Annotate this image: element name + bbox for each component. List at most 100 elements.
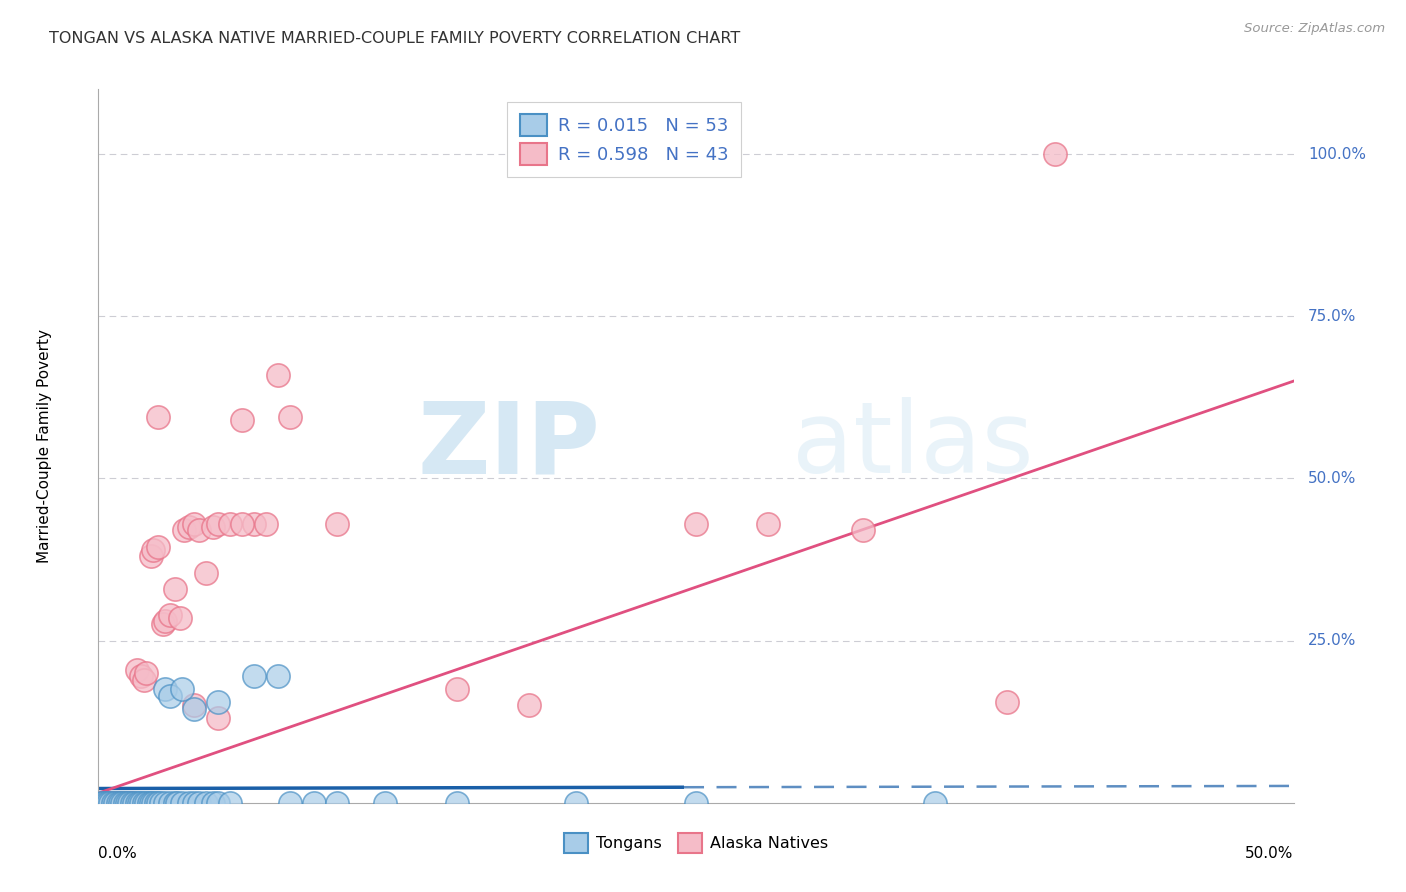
Text: Source: ZipAtlas.com: Source: ZipAtlas.com [1244, 22, 1385, 36]
Point [166, 796, 188, 810]
Point [995, 695, 1018, 709]
Point [278, 409, 301, 424]
Point [374, 796, 396, 810]
Text: TONGAN VS ALASKA NATIVE MARRIED-COUPLE FAMILY POVERTY CORRELATION CHART: TONGAN VS ALASKA NATIVE MARRIED-COUPLE F… [49, 31, 741, 46]
Point [179, 520, 201, 534]
Text: 0.0%: 0.0% [98, 846, 138, 861]
Point [98, 796, 122, 810]
Point [446, 682, 468, 697]
Text: 100.0%: 100.0% [1308, 146, 1365, 161]
Point [111, 796, 134, 810]
Point [94, 796, 117, 810]
Point [195, 566, 218, 580]
Point [131, 796, 153, 810]
Point [139, 549, 162, 564]
Point [169, 611, 191, 625]
Point [187, 524, 209, 538]
Point [195, 796, 218, 810]
Point [142, 796, 165, 810]
Point [852, 524, 875, 538]
Point [155, 614, 177, 628]
Point [565, 796, 588, 810]
Point [115, 796, 138, 810]
Point [302, 796, 325, 810]
Point [183, 796, 205, 810]
Point [121, 796, 143, 810]
Point [163, 582, 186, 596]
Point [108, 796, 131, 810]
Point [163, 796, 186, 810]
Point [135, 666, 157, 681]
Point [202, 520, 225, 534]
Point [124, 796, 146, 810]
Point [108, 796, 131, 810]
Point [173, 524, 195, 538]
Point [172, 796, 194, 810]
Point [267, 368, 290, 382]
Point [131, 669, 153, 683]
Point [104, 796, 127, 810]
Text: Married-Couple Family Poverty: Married-Couple Family Poverty [37, 329, 52, 563]
Point [207, 796, 229, 810]
Point [104, 796, 127, 810]
Point [159, 607, 181, 622]
Point [94, 796, 117, 810]
Text: atlas: atlas [792, 398, 1033, 494]
Point [115, 796, 138, 810]
Point [202, 796, 225, 810]
Point [207, 711, 229, 725]
Point [148, 540, 170, 554]
Point [128, 796, 150, 810]
Point [132, 673, 155, 687]
Point [172, 682, 194, 697]
Point [326, 796, 349, 810]
Point [121, 796, 143, 810]
Point [278, 796, 301, 810]
Legend: Tongans, Alaska Natives: Tongans, Alaska Natives [558, 827, 834, 859]
Point [254, 516, 277, 531]
Point [145, 796, 167, 810]
Point [142, 542, 165, 557]
Point [149, 796, 172, 810]
Point [138, 796, 160, 810]
Point [219, 516, 242, 531]
Point [446, 796, 468, 810]
Point [111, 796, 134, 810]
Point [187, 796, 209, 810]
Point [685, 796, 707, 810]
Text: 50.0%: 50.0% [1308, 471, 1357, 486]
Text: 50.0%: 50.0% [1246, 846, 1294, 861]
Point [231, 413, 253, 427]
Point [207, 516, 229, 531]
Point [183, 516, 205, 531]
Point [101, 796, 124, 810]
Point [183, 702, 205, 716]
Text: 75.0%: 75.0% [1308, 309, 1357, 324]
Text: 25.0%: 25.0% [1308, 633, 1357, 648]
Point [159, 689, 181, 703]
Point [107, 796, 129, 810]
Text: ZIP: ZIP [418, 398, 600, 494]
Point [155, 682, 177, 697]
Point [132, 796, 155, 810]
Point [685, 516, 707, 531]
Point [152, 617, 174, 632]
Point [326, 516, 349, 531]
Point [125, 663, 148, 677]
Point [97, 796, 120, 810]
Point [179, 796, 201, 810]
Point [1043, 147, 1066, 161]
Point [219, 796, 242, 810]
Point [243, 516, 266, 531]
Point [118, 796, 141, 810]
Point [139, 796, 162, 810]
Point [125, 796, 148, 810]
Point [183, 698, 205, 713]
Point [159, 796, 181, 810]
Point [756, 516, 779, 531]
Point [517, 698, 540, 713]
Point [148, 796, 170, 810]
Point [243, 669, 266, 683]
Point [90, 796, 112, 810]
Point [114, 796, 136, 810]
